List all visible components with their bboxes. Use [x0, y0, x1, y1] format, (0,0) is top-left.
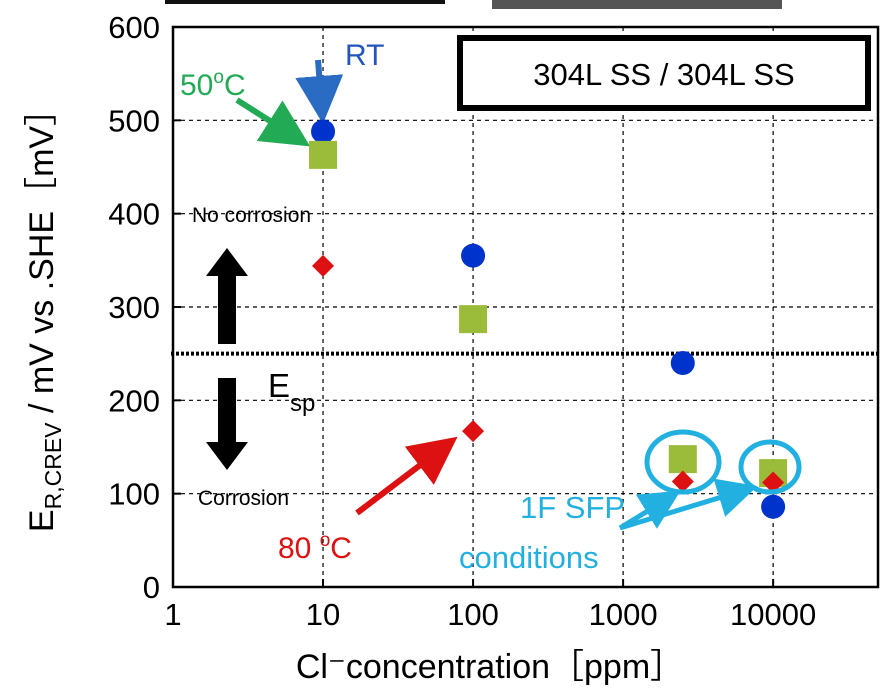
c50-label-unit: C: [224, 69, 246, 102]
y-tick-label: 100: [108, 477, 160, 512]
c80-label: 80 oC: [278, 530, 352, 565]
c50-arrow: [235, 97, 311, 147]
esp-label: Esp: [268, 367, 315, 417]
corrosion-label: Corrosion: [198, 487, 289, 510]
c50-label-sup: o: [213, 67, 224, 88]
x-tick-label: 10: [306, 597, 340, 632]
point-diamond: [462, 420, 485, 443]
point-circle: [670, 351, 695, 375]
material-label-box: 304L SS / 304L SS: [457, 35, 871, 111]
esp-label-main: E: [268, 367, 290, 404]
top-crop-remnant: [165, 0, 782, 9]
material-label: 304L SS / 304L SS: [533, 57, 794, 92]
point-circle: [461, 243, 486, 268]
y-axis-title-rest: / mV vs .SHE［mV］: [23, 92, 61, 423]
point-square: [459, 305, 488, 334]
x-axis-title: Cl⁻concentration［ppm］: [296, 648, 684, 686]
point-square: [309, 140, 338, 169]
c80-arrow: [355, 436, 458, 516]
down-arrow-icon: [206, 378, 248, 470]
y-tick-label: 500: [108, 103, 160, 138]
sfp-label-line2: conditions: [459, 540, 599, 575]
x-tick-label: 10000: [730, 597, 816, 632]
y-axis-title-main: E: [23, 509, 61, 532]
x-axis-ticks: 1 10 100 1000 10000: [164, 579, 816, 632]
data-points: [309, 119, 788, 519]
sfp-ellipse-2500: [644, 429, 722, 495]
c80-label-sup: o: [320, 530, 331, 551]
esp-label-sub: sp: [290, 390, 315, 417]
x-tick-label: 1000: [589, 597, 658, 632]
point-diamond: [312, 254, 335, 277]
sfp-arrow-1: [618, 490, 681, 531]
point-circle: [311, 119, 336, 144]
sfp-label-line1: 1F SFP: [520, 490, 625, 525]
sfp-arrow-2: [619, 478, 758, 531]
y-axis-ticks: 0 100 200 300 400 500 600: [108, 10, 181, 605]
x-tick-label: 100: [447, 597, 499, 632]
y-tick-label: 0: [143, 570, 160, 605]
c80-label-unit: C: [330, 532, 352, 565]
c80-label-base: 80: [278, 532, 320, 565]
y-tick-label: 300: [108, 290, 160, 325]
y-axis-title-subscript: R,CREV: [40, 422, 66, 510]
x-tick-label: 1: [164, 597, 181, 632]
point-circle: [761, 494, 786, 519]
c50-label: 50oC: [180, 67, 246, 102]
sfp-highlight: [618, 429, 802, 531]
no-corrosion-label: No corrosion: [192, 204, 311, 227]
rt-arrow: [295, 59, 344, 124]
y-tick-label: 400: [108, 197, 160, 232]
y-tick-label: 200: [108, 383, 160, 418]
point-square: [668, 445, 697, 474]
sfp-ellipse-10000: [738, 439, 802, 495]
c50-label-base: 50: [180, 69, 213, 102]
y-axis-title: ER,CREV / mV vs .SHE［mV］: [23, 92, 66, 532]
up-arrow-icon: [206, 248, 248, 344]
point-diamond: [671, 470, 694, 493]
rt-label: RT: [345, 39, 384, 72]
y-tick-label: 600: [108, 10, 160, 45]
point-diamond: [762, 471, 785, 494]
